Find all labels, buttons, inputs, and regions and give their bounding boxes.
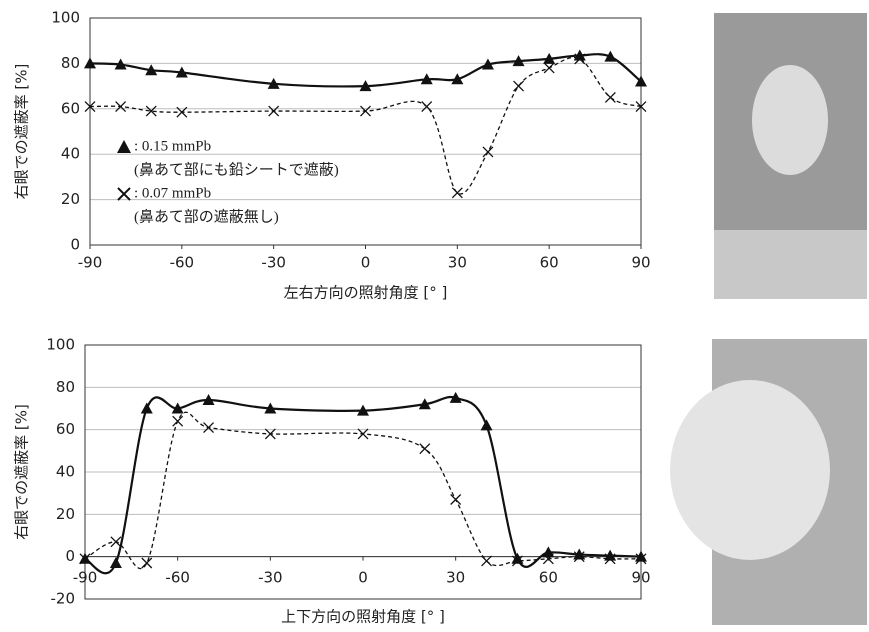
x-tick-label: 90 [631,254,650,272]
x-axis-title: 左右方向の照射角度 [° ] [284,284,448,302]
photo-head-shape [752,65,828,175]
y-tick-label: 40 [56,463,75,481]
y-axis-title: 右眼での遮蔽率 [%] [13,64,31,200]
y-tick-label: 60 [61,99,80,117]
x-tick-label: -30 [258,569,283,587]
marker-x [265,429,275,439]
y-tick-label: 0 [70,236,80,254]
x-tick-label: 60 [539,569,558,587]
y-tick-label: -20 [51,590,76,608]
y-tick-label: 40 [61,145,80,163]
y-tick-label: 100 [46,336,75,354]
y-tick-label: 20 [56,505,75,523]
photo-table [714,230,867,299]
marker-x [451,495,461,505]
marker-x [142,558,152,568]
marker-triangle [110,557,122,568]
marker-x [116,102,126,112]
x-tick-label: 30 [448,254,467,272]
x-tick-label: -60 [170,254,195,272]
marker-x [544,63,554,73]
marker-x [514,81,524,91]
x-tick-label: 0 [361,254,371,272]
marker-x [111,537,121,547]
marker-x [483,147,493,157]
legend-note: (鼻あて部にも鉛シートで遮蔽) [134,161,339,178]
x-axis-title: 上下方向の照射角度 [° ] [281,608,445,626]
legend-marker [117,140,131,153]
y-axis-title: 右眼での遮蔽率 [%] [13,404,31,540]
x-tick-label: -90 [78,254,103,272]
y-tick-label: 60 [56,420,75,438]
marker-triangle [141,403,153,414]
marker-x [358,429,368,439]
legend-marker [118,188,130,200]
marker-triangle [481,419,493,430]
x-tick-label: -30 [261,254,286,272]
marker-x [269,106,279,116]
photo-head-shape [670,380,830,560]
marker-x [204,423,214,433]
legend-label: : 0.07 mmPb [134,185,211,201]
y-tick-label: 80 [61,54,80,72]
x-tick-label: -90 [73,569,98,587]
marker-x [420,444,430,454]
marker-x [173,416,183,426]
x-tick-label: -60 [165,569,190,587]
marker-x [361,106,371,116]
x-tick-label: 60 [540,254,559,272]
marker-x [452,188,462,198]
y-tick-label: 80 [56,378,75,396]
legend-note: (鼻あて部の遮蔽無し) [134,208,279,225]
series-line [85,397,641,573]
marker-x [482,556,492,566]
x-tick-label: 0 [358,569,368,587]
legend-label: : 0.15 mmPb [134,138,211,154]
y-tick-label: 20 [61,190,80,208]
marker-x [422,102,432,112]
x-tick-label: 90 [631,569,650,587]
x-tick-label: 30 [446,569,465,587]
figure: 0 20 40 60 80 100 -90 -60 -30 0 30 60 90 左右方向の照射角度 [°… [0,0,869,628]
series-line [85,412,641,568]
y-tick-label: 100 [51,9,80,27]
marker-x [605,92,615,102]
y-tick-label: 0 [65,547,75,565]
